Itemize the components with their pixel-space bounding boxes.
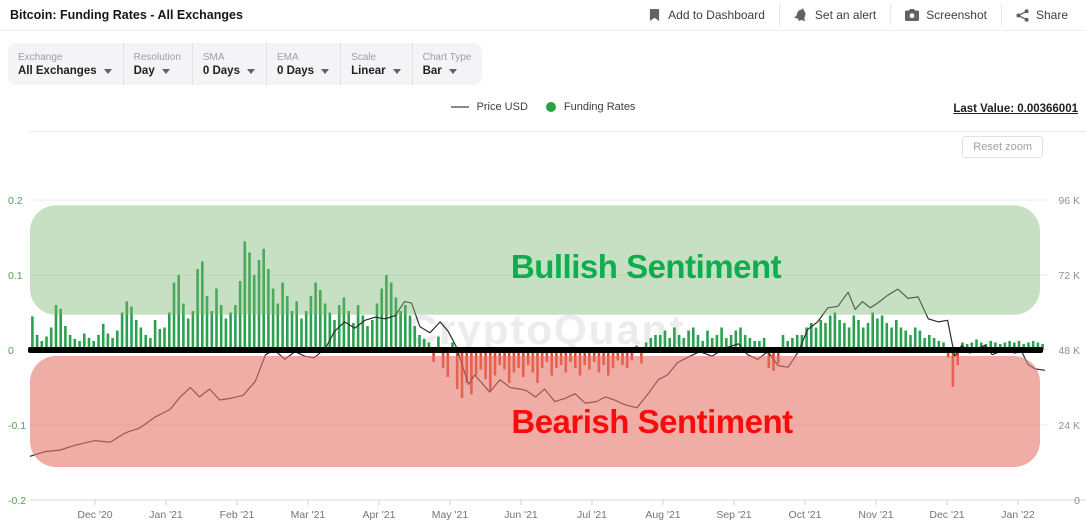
chevron-down-icon (246, 68, 255, 74)
share-icon (1016, 8, 1029, 22)
axis-tick-label: Oct '21 (789, 509, 822, 521)
chart-legend: Price USD Funding Rates (0, 101, 1086, 113)
price-line-swatch (450, 106, 469, 108)
axis-tick-label: Feb '21 (220, 509, 255, 521)
axis-tick-label: Dec '20 (77, 509, 112, 521)
axis-tick-label: Jun '21 (504, 509, 538, 521)
axis-tick-label: Nov '21 (858, 509, 893, 521)
axis-tick-label: Apr '21 (363, 509, 396, 521)
ema-dropdown[interactable]: EMA 0 Days (265, 43, 340, 85)
chevron-down-icon (392, 68, 401, 74)
bullish-sentiment-label: Bullish Sentiment (511, 248, 782, 285)
screenshot-button[interactable]: Screenshot (890, 4, 1001, 26)
resolution-dropdown[interactable]: Resolution Day (122, 43, 192, 85)
legend-item-funding-rates[interactable]: Funding Rates (545, 101, 635, 113)
chevron-down-icon (103, 68, 112, 74)
axis-tick-label: 0.2 (8, 195, 23, 207)
sma-dropdown[interactable]: SMA 0 Days (191, 43, 266, 85)
share-button[interactable]: Share (1000, 4, 1082, 26)
axis-tick-label: Aug '21 (645, 509, 680, 521)
bullish_zone (30, 205, 1040, 315)
page-title: Bitcoin: Funding Rates - All Exchanges (10, 8, 243, 22)
bearish-sentiment-label: Bearish Sentiment (511, 403, 793, 440)
axis-tick-label: 48 K (1058, 345, 1080, 357)
last-value-link[interactable]: Last Value: 0.00366001 (953, 103, 1078, 115)
funding-rates-swatch (545, 102, 556, 112)
scale-dropdown[interactable]: Scale Linear (340, 43, 412, 85)
app-header: Bitcoin: Funding Rates - All Exchanges A… (0, 0, 1086, 31)
axis-tick-label: 72 K (1058, 270, 1080, 282)
sentiment-zones (30, 205, 1040, 467)
camera-icon (905, 9, 920, 21)
axis-tick-label: -0.1 (8, 420, 26, 432)
axis-tick-label: Jul '21 (577, 509, 607, 521)
exchange-dropdown[interactable]: Exchange All Exchanges (8, 43, 123, 85)
chevron-down-icon (448, 68, 457, 74)
axis-tick-label: 0 (8, 345, 14, 357)
bearish_zone (30, 356, 1040, 467)
axis-tick-label: Jan '22 (1001, 509, 1035, 521)
axis-tick-label: 0.1 (8, 270, 23, 282)
axis-tick-label: 0 (1074, 495, 1080, 507)
chart-top-divider (30, 131, 1086, 132)
axis-tick-label: 96 K (1058, 195, 1080, 207)
axis-tick-label: May '21 (432, 509, 469, 521)
add-to-dashboard-button[interactable]: Add to Dashboard (634, 4, 779, 26)
chevron-down-icon (161, 68, 170, 74)
axis-tick-label: -0.2 (8, 495, 26, 507)
reset-zoom-button[interactable]: Reset zoom (962, 136, 1043, 158)
axis-tick-label: Jan '21 (149, 509, 183, 521)
chart-axis-labels: 0.2 0.1 0 -0.1 -0.2 96 K 72 K 48 K 24 K 0 Dec '20 J… (8, 195, 1080, 521)
chevron-down-icon (321, 68, 330, 74)
set-alert-button[interactable]: Set an alert (778, 4, 890, 26)
axis-tick-label: 24 K (1058, 420, 1080, 432)
zero-line (28, 347, 1043, 353)
chart-settings-toolbar: Exchange All Exchanges Resolution Day SM… (8, 43, 483, 85)
axis-tick-label: Sep '21 (716, 509, 751, 521)
header-actions: Add to Dashboard Set an alert Screenshot… (634, 4, 1082, 26)
chart-type-dropdown[interactable]: Chart Type Bar (411, 43, 483, 85)
legend-item-price-usd[interactable]: Price USD (450, 101, 528, 113)
axis-tick-label: Dec '21 (929, 509, 964, 521)
bell-icon (794, 8, 808, 22)
bookmark-icon (648, 8, 661, 22)
axis-tick-label: Mar '21 (291, 509, 326, 521)
